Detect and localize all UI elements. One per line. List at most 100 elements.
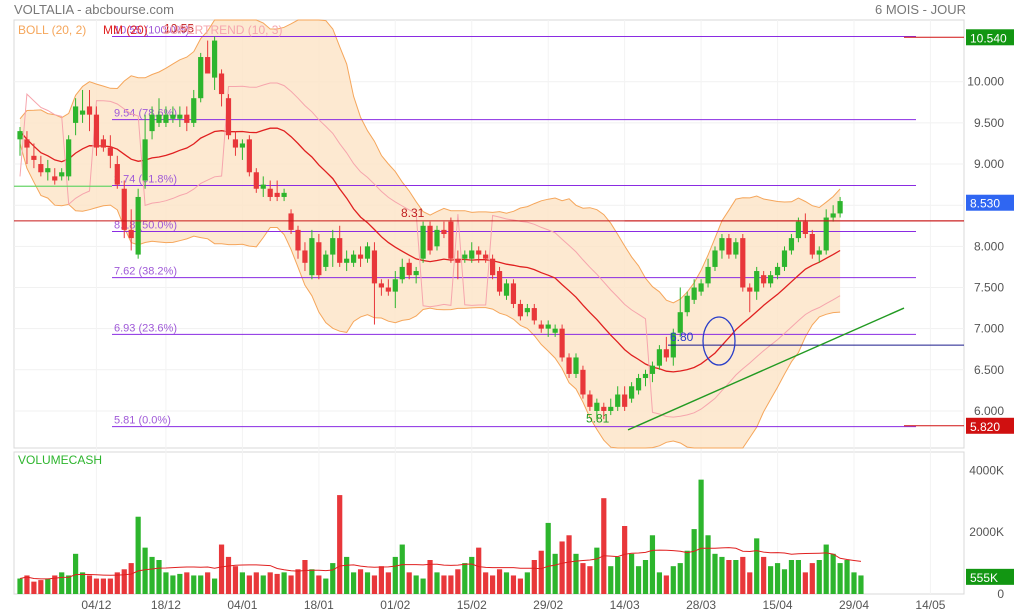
- volume-bar: [163, 572, 169, 594]
- candle-body: [337, 238, 343, 263]
- volume-bar: [59, 572, 65, 594]
- candle-body: [177, 114, 183, 119]
- candle-body: [38, 164, 44, 173]
- candle-body: [476, 250, 482, 255]
- volume-bar: [337, 495, 343, 594]
- candle-body: [601, 406, 607, 411]
- volume-bar: [615, 556, 621, 594]
- price-tag-box: [966, 417, 1014, 434]
- candle-body: [747, 287, 753, 292]
- legend-supertrend: SUPERTREND (10, 3): [162, 23, 282, 37]
- candle-body: [413, 271, 419, 276]
- candle-body: [510, 283, 517, 304]
- volume-bar: [490, 575, 496, 594]
- price-annotation: 8.31: [401, 206, 425, 220]
- volume-bar: [364, 572, 371, 594]
- candle-body: [649, 365, 656, 374]
- x-tick-label: 15/04: [763, 598, 793, 612]
- volume-average-line: [19, 547, 862, 580]
- candle-body: [719, 238, 725, 251]
- candle-body: [726, 238, 732, 255]
- volume-bar: [684, 550, 690, 594]
- candle-body: [205, 57, 211, 74]
- price-annotation: 10.55: [164, 21, 194, 35]
- volume-bar: [260, 575, 266, 594]
- candle-body: [545, 324, 551, 329]
- volume-bar: [747, 572, 753, 594]
- candle-body: [232, 139, 239, 148]
- candle-body: [635, 378, 642, 391]
- volume-bar: [399, 544, 405, 594]
- candle-body: [198, 57, 204, 99]
- candle-body: [573, 357, 579, 374]
- volume-bar: [476, 547, 482, 594]
- candle-body: [802, 221, 808, 234]
- volume-bar: [267, 572, 273, 594]
- candle-body: [761, 275, 767, 284]
- volume-bar: [184, 572, 190, 594]
- volume-bar: [816, 560, 822, 594]
- breakout-circle: [702, 316, 736, 366]
- candle-body: [608, 406, 614, 411]
- volume-bar: [635, 566, 642, 594]
- price-y-tick-label: 8.000: [974, 239, 1004, 253]
- volume-bar: [31, 581, 37, 594]
- volume-bar: [205, 572, 211, 594]
- price-y-tick-label: 6.000: [974, 404, 1004, 418]
- volume-bar: [858, 575, 864, 594]
- candle-body: [788, 238, 795, 251]
- volume-bar: [469, 556, 475, 594]
- candle-body: [434, 229, 440, 247]
- volume-bar: [726, 560, 732, 594]
- volume-bar: [656, 572, 662, 594]
- candle-body: [281, 192, 287, 197]
- candle-body: [191, 98, 197, 123]
- x-tick-label: 29/02: [533, 598, 563, 612]
- volume-bar: [719, 556, 725, 594]
- volume-bar: [510, 575, 517, 594]
- price-tag-box: [966, 194, 1014, 211]
- candle-body: [163, 114, 169, 123]
- volume-bar: [559, 541, 565, 594]
- candle-body: [559, 328, 565, 358]
- candle-body: [351, 254, 357, 263]
- volume-bar: [809, 563, 815, 594]
- candle-body: [260, 184, 266, 189]
- candle-body: [309, 238, 315, 276]
- price-y-tick-label: 9.500: [974, 116, 1004, 130]
- candle-body: [295, 229, 301, 251]
- volume-bar: [149, 556, 155, 594]
- candle-body: [483, 254, 489, 259]
- volume-bar: [385, 572, 391, 594]
- candle-body: [66, 139, 72, 177]
- volume-bar: [93, 578, 100, 594]
- candle-body: [733, 242, 739, 255]
- candle-body: [677, 312, 683, 333]
- x-tick-label: 04/12: [81, 598, 111, 612]
- volume-bar: [788, 560, 795, 594]
- volume-bar: [802, 572, 808, 594]
- volume-bar: [823, 544, 829, 594]
- volume-panel-frame: [13, 451, 965, 595]
- volume-bar: [455, 569, 461, 594]
- candle-body: [121, 188, 127, 230]
- volume-bar: [427, 560, 433, 594]
- candle-body: [86, 106, 93, 115]
- candle-body: [420, 225, 426, 259]
- candle-body: [288, 213, 294, 230]
- x-tick-label: 01/02: [380, 598, 410, 612]
- candle-body: [142, 139, 148, 181]
- volume-bar: [698, 479, 704, 594]
- volume-bar: [483, 572, 489, 594]
- price-y-tick-label: 10.000: [967, 75, 1004, 89]
- volume-y-tick-label: 4000K: [969, 463, 1004, 477]
- trend-line: [627, 307, 905, 431]
- candle-body: [629, 386, 635, 399]
- volume-bar: [774, 563, 781, 594]
- candle-body: [587, 394, 593, 407]
- volume-bar: [357, 569, 364, 594]
- period-selector[interactable]: 6 MOIS - JOUR: [874, 2, 966, 17]
- volume-bar: [503, 572, 510, 594]
